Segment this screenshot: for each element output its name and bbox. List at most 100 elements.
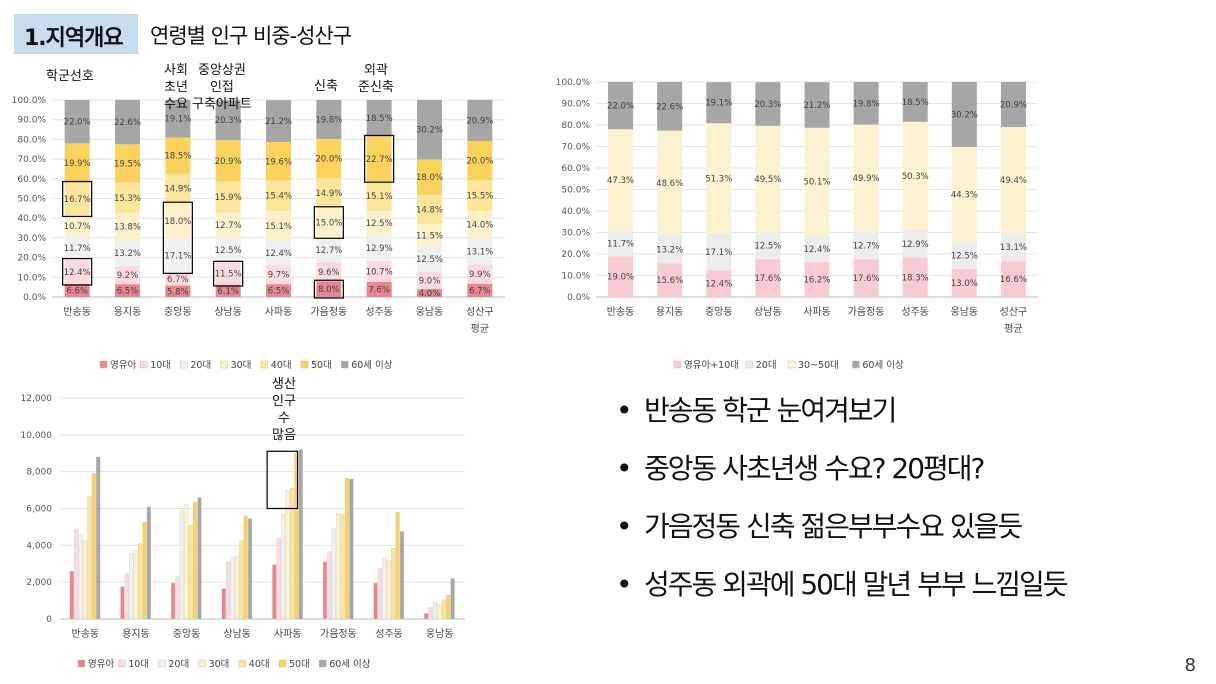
bar [331,528,336,620]
data-label: 44.3% [951,191,978,201]
y-tick-label: 70.0% [561,143,590,153]
legend-label: 20대 [168,659,189,670]
highlight-box [313,279,344,299]
bar [298,449,303,620]
legend-swatch [787,360,796,369]
data-label: 30.2% [416,126,443,136]
bullet-item: • 반송동 학군 눈여겨보기 [612,385,1192,443]
bar-segment [902,121,928,230]
data-label: 6.5% [268,287,290,297]
legend-swatch [745,360,754,369]
bar [78,534,83,620]
bar-segment [1000,126,1026,234]
bar-segment [316,100,342,140]
bar-segment [467,210,493,239]
bar [129,553,134,620]
bar-segment [366,210,392,236]
bar-segment [853,231,879,260]
y-tick-label: 12,000 [21,394,53,404]
bar [243,515,248,620]
data-label: 12.5% [416,255,443,265]
data-label: 12.5% [754,242,781,252]
x-tick-label: 용지동 [114,306,142,318]
population-count-chart: 0 2,000 4,000 6,000 8,000 10,000 12,000 반송동 용지동 중… [21,394,465,670]
data-label: 15.6% [656,276,683,286]
bar [137,543,143,620]
highlight-box [62,257,93,286]
x-tick-label: 사파동 [265,306,293,318]
bar [289,488,294,620]
data-label: 17.6% [853,274,880,284]
bar [276,537,281,620]
legend-swatch [260,360,268,369]
x-tick-label: 상남동 [223,628,251,640]
bar [428,606,433,620]
x-tick-label: 용지동 [656,306,684,318]
x-tick-label: 반송동 [63,306,91,318]
data-label: 8.0% [318,285,340,295]
data-label: 9.7% [268,271,290,281]
data-label: 9.0% [419,276,441,286]
data-label: 10.7% [64,222,91,232]
data-label: 6.5% [117,287,139,297]
x-tick-label: 반송동 [72,628,100,640]
data-label: 20.0% [315,155,342,165]
bar-segment [417,100,442,160]
bar [142,522,147,620]
x-tick-label: 상남동 [754,306,782,318]
data-label: 22.0% [64,118,91,128]
bar-segment [64,236,90,260]
data-label: 15.1% [366,192,393,202]
bar-segment [366,260,392,283]
data-label: 21.2% [803,101,830,111]
section-number: 1.지역개요 [24,26,124,51]
legend-label: 10대 [150,360,171,371]
legend-swatch [220,360,228,369]
y-tick-label: 70.0% [17,155,46,165]
x-tick-label: 반송동 [607,306,635,318]
bar [197,497,202,620]
bar-segment [657,82,683,131]
legend-label: 20대 [756,360,777,371]
bar [146,506,151,620]
y-tick-label: 0 [46,615,52,625]
highlight-box [266,450,299,510]
legend-label: 30대 [209,659,230,670]
bar-segment [1000,261,1026,297]
x-tick-label: 성주동 [375,628,403,640]
data-label: 12.7% [315,246,342,256]
y-tick-label: 90.0% [17,116,46,126]
legend-label: 60세 이상 [351,360,393,371]
bar-segment [706,233,732,271]
bar-segment [706,270,732,297]
y-tick-label: 40.0% [17,214,46,224]
bar [239,540,244,620]
data-label: 18.5% [366,114,393,124]
data-label: 13.2% [114,249,141,259]
bar-segment [853,259,879,297]
data-label: 12.5% [951,252,978,262]
bar-segment [951,82,977,147]
data-label: 9.6% [318,268,340,278]
legend-swatch [180,360,188,369]
highlight-box [313,206,344,239]
data-label: 12.7% [853,242,880,252]
data-label: 12.9% [366,244,393,254]
bar-segment [755,259,781,297]
legend-label: 50대 [311,360,332,371]
bar-segment [215,237,241,263]
x-tick-label: 웅남동 [416,306,444,318]
bullet-item: • 중앙동 사초년생 수요? 20평대? [612,443,1192,501]
bar [272,564,277,620]
bar [234,556,239,620]
bar [175,576,180,620]
data-label: 20.9% [1000,100,1027,110]
data-label: 19.1% [705,99,732,109]
y-tick-label: 0.0% [23,293,46,303]
annotation-saengsan: 생산 인구 수 많음 [272,377,296,443]
header-label-box [14,14,138,54]
bar [424,613,429,620]
bar-segment [608,82,634,130]
data-label: 12.9% [902,240,929,250]
bar-segment [366,100,392,137]
